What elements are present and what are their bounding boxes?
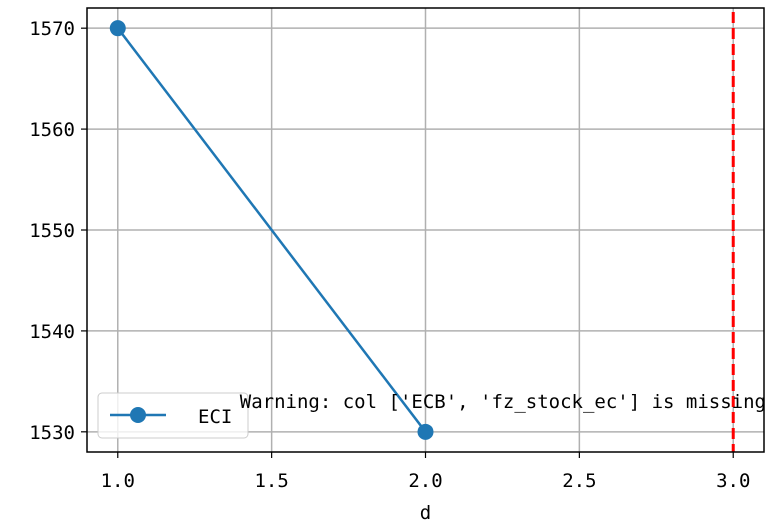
warning-annotation: Warning: col ['ECB', 'fz_stock_ec'] is m…	[240, 391, 766, 413]
x-tick-label: 1.5	[254, 470, 288, 492]
legend-marker-icon	[130, 407, 146, 423]
x-tick-label: 3.0	[716, 470, 750, 492]
x-tick-label: 2.5	[562, 470, 596, 492]
data-point-eci	[109, 20, 126, 37]
series-layer	[109, 20, 434, 440]
data-point-eci	[417, 423, 434, 440]
y-tick-label: 1530	[29, 422, 75, 444]
x-tick-label: 1.0	[101, 470, 135, 492]
series-line-eci	[116, 27, 427, 433]
y-tick-label: 1540	[29, 321, 75, 343]
x-axis-label: d	[420, 502, 431, 522]
y-tick-label: 1560	[29, 119, 75, 141]
y-tick-label: 1570	[29, 18, 75, 40]
x-tick-label: 2.0	[408, 470, 442, 492]
legend-label-eci: ECI	[198, 406, 232, 428]
axis-ticks: 1.0 1.5 2.0 2.5 3.0 1530 1540 1550 1560 1570	[29, 18, 750, 492]
legend-box	[97, 392, 249, 439]
legend: ECI	[97, 392, 249, 439]
y-tick-label: 1550	[29, 220, 75, 242]
